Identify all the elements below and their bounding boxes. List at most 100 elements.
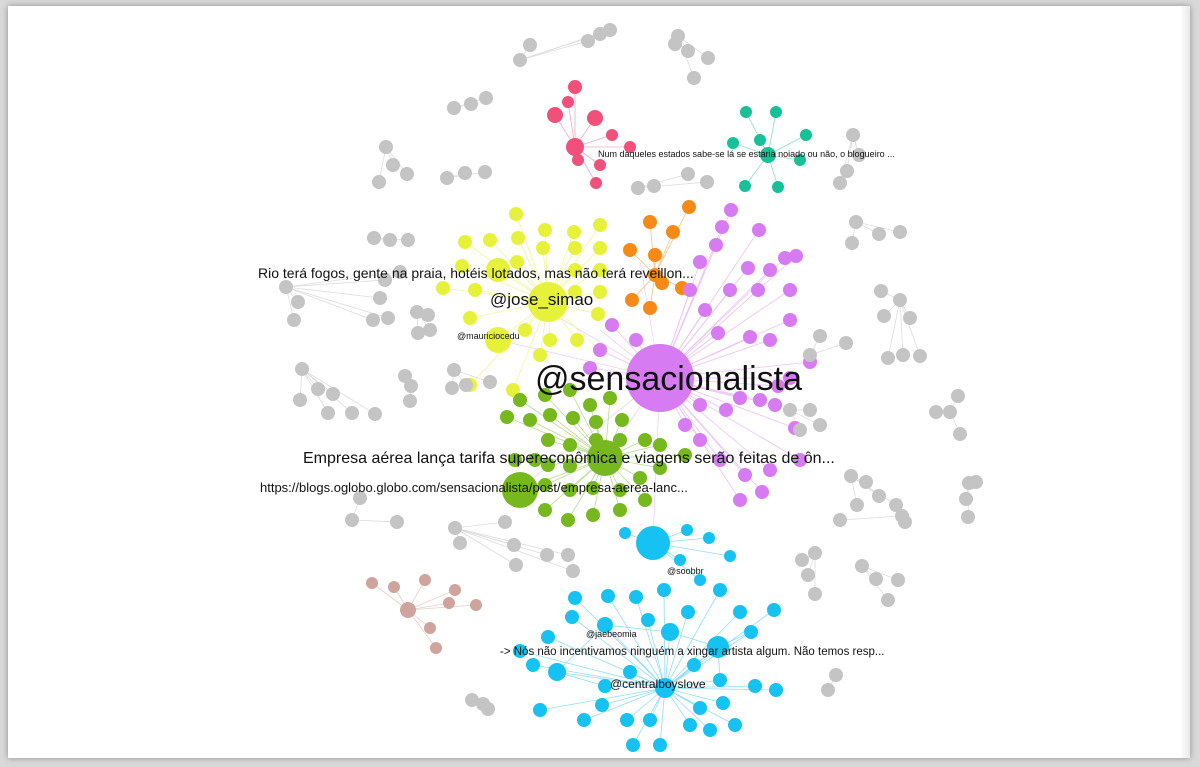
pink-node <box>547 107 563 123</box>
purple-node <box>768 398 782 412</box>
green-node <box>587 440 623 476</box>
cyan-node <box>533 703 547 717</box>
cyan-node <box>601 589 615 603</box>
gray-node <box>681 44 695 58</box>
green-node <box>653 438 667 452</box>
rose-node <box>449 584 461 596</box>
cyan-node <box>703 723 717 737</box>
purple-node <box>683 283 697 297</box>
gray-edge <box>285 286 389 319</box>
green-node <box>586 481 600 495</box>
purple-node <box>793 453 807 467</box>
green-node <box>653 461 667 475</box>
cyan-node <box>636 526 670 560</box>
purple-node <box>743 330 757 344</box>
gray-edge <box>839 515 903 521</box>
cyan-node <box>728 718 742 732</box>
gray-node <box>801 568 815 582</box>
label-jaebeomia: @jaebeomia <box>586 629 637 639</box>
orange-node <box>623 243 637 257</box>
cyan-node <box>565 610 579 624</box>
yellow-node <box>510 255 524 269</box>
gray-edge <box>899 299 921 357</box>
gray-node <box>423 323 437 337</box>
purple-node <box>783 283 797 297</box>
label-soobbr: @soobbr <box>667 566 704 576</box>
purple-node <box>723 283 737 297</box>
gray-edge <box>850 475 897 506</box>
cyan-node <box>687 658 701 672</box>
gray-node <box>372 175 386 189</box>
orange-node <box>648 248 662 262</box>
gray-node <box>440 171 454 185</box>
pink-node <box>572 154 584 166</box>
yellow-node <box>593 263 607 277</box>
orange-node <box>625 293 639 307</box>
cyan-edge <box>556 671 666 689</box>
gray-node <box>353 491 367 505</box>
gray-node <box>881 593 895 607</box>
purple-node <box>783 313 797 327</box>
green-node <box>561 513 575 527</box>
yellow-node <box>568 285 582 299</box>
cyan-node <box>707 636 729 658</box>
purple-node <box>693 398 707 412</box>
yellow-node <box>543 333 557 347</box>
orange-node <box>648 268 662 282</box>
gray-node <box>345 513 359 527</box>
gray-node <box>803 348 817 362</box>
gray-node <box>687 71 701 85</box>
gray-node <box>829 668 843 682</box>
gray-edge <box>454 527 548 556</box>
cyan-node <box>674 554 686 566</box>
cyan-node <box>629 590 643 604</box>
gray-node <box>478 165 492 179</box>
green-node <box>615 413 629 427</box>
green-node <box>538 503 552 517</box>
graph-frame: @sensacionalista @jose_simao @mauricioce… <box>8 6 1190 758</box>
yellow-node <box>591 307 605 321</box>
gray-node <box>896 348 910 362</box>
yellow-node <box>511 231 525 245</box>
cyan-edge <box>519 650 666 689</box>
teal-node <box>800 129 812 141</box>
teal-node <box>727 137 739 149</box>
purple-node <box>789 249 803 263</box>
teal-node <box>754 134 766 146</box>
teal-node <box>740 106 752 118</box>
rose-node <box>443 597 455 609</box>
cyan-node <box>598 679 612 693</box>
cyan-node <box>643 713 657 727</box>
yellow-node <box>593 285 607 299</box>
gray-node <box>869 572 883 586</box>
gray-node <box>498 515 512 529</box>
label-sensacionalista: @sensacionalista <box>535 360 802 398</box>
pink-node <box>606 129 618 141</box>
cyan-edge <box>664 631 752 689</box>
gray-node <box>852 148 866 162</box>
gray-node <box>891 573 905 587</box>
gray-node <box>850 498 864 512</box>
gray-node <box>821 683 835 697</box>
green-node <box>528 453 542 467</box>
rose-edge <box>407 604 477 611</box>
gray-edge <box>855 221 901 233</box>
gray-node <box>481 702 495 716</box>
gray-node <box>647 179 661 193</box>
gray-node <box>881 351 895 365</box>
gray-node <box>378 273 392 287</box>
gray-edge <box>285 279 386 288</box>
cyan-node <box>619 527 631 539</box>
rose-node <box>419 574 431 586</box>
cyan-node <box>693 701 707 715</box>
purple-node <box>719 403 733 417</box>
purple-node <box>763 263 777 277</box>
cyan-node <box>626 738 640 752</box>
gray-edge <box>454 527 517 566</box>
cyan-node <box>703 532 715 544</box>
gray-node <box>581 34 595 48</box>
green-node <box>523 413 537 427</box>
gray-node <box>295 362 309 376</box>
orange-edge <box>654 206 690 276</box>
yellow-node <box>485 327 511 353</box>
